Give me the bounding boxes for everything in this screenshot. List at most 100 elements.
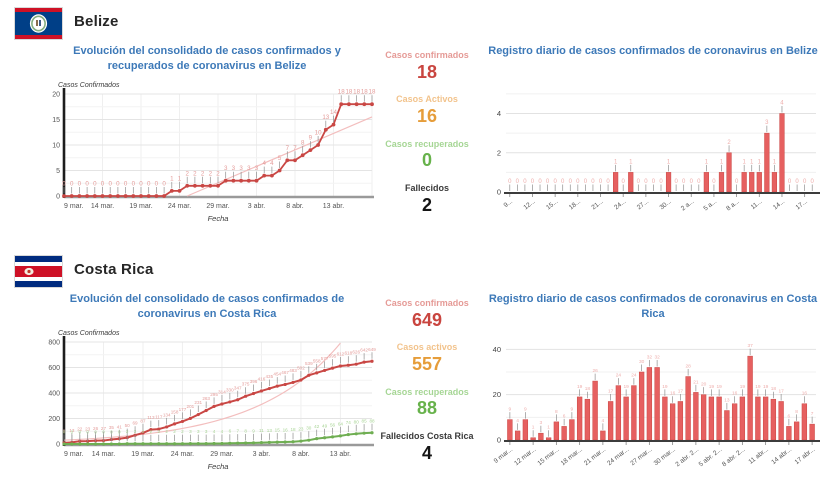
stat-value: 18: [416, 61, 438, 82]
costa-rica-evolution-chart-title: Evolución del consolidado de casos confi…: [69, 293, 345, 320]
svg-text:314: 314: [218, 389, 226, 394]
svg-text:29 mar.: 29 mar.: [206, 203, 229, 210]
svg-text:30 mar...: 30 mar...: [653, 446, 677, 467]
svg-text:0: 0: [101, 181, 105, 188]
svg-text:22: 22: [77, 427, 83, 432]
svg-text:1: 1: [547, 425, 550, 431]
svg-text:37: 37: [747, 343, 753, 349]
svg-text:32: 32: [654, 354, 660, 360]
svg-text:2: 2: [165, 429, 168, 434]
svg-text:2 a...: 2 a...: [680, 198, 696, 213]
svg-text:626: 626: [352, 350, 360, 355]
svg-text:3: 3: [239, 165, 243, 172]
svg-text:11...: 11...: [750, 198, 764, 211]
svg-text:642: 642: [360, 348, 368, 353]
svg-text:56: 56: [330, 422, 336, 427]
svg-text:0: 0: [546, 179, 550, 185]
svg-text:19 mar.: 19 mar.: [129, 203, 152, 210]
svg-text:2: 2: [126, 429, 129, 434]
stat-label: Casos confirmados: [385, 298, 469, 308]
svg-text:19: 19: [740, 384, 746, 390]
svg-text:3 abr.: 3 abr.: [248, 203, 266, 210]
belize-daily-chart-block: Registro diario de casos confirmados de …: [484, 44, 822, 240]
svg-text:4: 4: [213, 429, 216, 434]
svg-text:32: 32: [647, 354, 653, 360]
belize-evolution-chart-block: Evolución del consolidado de casos confi…: [36, 44, 378, 230]
svg-text:3: 3: [232, 165, 236, 172]
svg-text:0: 0: [79, 430, 82, 435]
country-name-costa-rica: Costa Rica: [74, 261, 154, 278]
svg-text:9: 9: [509, 407, 512, 413]
svg-text:17 abr...: 17 abr...: [794, 446, 817, 466]
svg-text:595: 595: [329, 354, 337, 359]
svg-text:0: 0: [110, 430, 113, 435]
svg-text:7: 7: [236, 429, 239, 434]
svg-text:2: 2: [173, 429, 176, 434]
svg-text:13 abr.: 13 abr.: [323, 203, 344, 210]
svg-text:27: 27: [101, 426, 107, 431]
svg-text:539: 539: [305, 361, 313, 366]
svg-text:3 abr.: 3 abr.: [253, 451, 271, 458]
svg-text:612: 612: [337, 351, 345, 356]
stat-label: Casos Activos: [396, 94, 458, 105]
svg-text:502: 502: [297, 365, 305, 370]
svg-text:454: 454: [273, 372, 281, 377]
svg-text:40: 40: [493, 345, 501, 354]
svg-text:113: 113: [147, 415, 155, 420]
svg-text:158: 158: [171, 409, 179, 414]
svg-text:24 mar.: 24 mar.: [168, 203, 191, 210]
belize-evolution-chart-title: Evolución del consolidado de casos confi…: [73, 45, 341, 72]
svg-text:416: 416: [258, 376, 266, 381]
svg-text:1: 1: [750, 159, 754, 165]
stat-casos-activos: Casos Activos 16: [374, 94, 480, 127]
svg-text:0: 0: [93, 181, 97, 188]
svg-text:49: 49: [322, 423, 328, 428]
svg-text:0: 0: [659, 179, 663, 185]
svg-text:1: 1: [178, 175, 182, 182]
svg-text:0: 0: [497, 188, 501, 197]
svg-text:0: 0: [63, 430, 66, 435]
svg-text:1: 1: [614, 159, 618, 165]
svg-text:30...: 30...: [659, 198, 673, 211]
svg-text:2: 2: [201, 170, 205, 177]
svg-text:35: 35: [109, 425, 115, 430]
svg-text:17: 17: [608, 388, 614, 394]
svg-text:2: 2: [727, 140, 731, 146]
svg-text:80: 80: [354, 419, 360, 424]
svg-text:396: 396: [250, 379, 258, 384]
svg-text:15 mar...: 15 mar...: [536, 446, 560, 467]
svg-text:19: 19: [662, 384, 668, 390]
svg-text:3: 3: [247, 165, 251, 172]
stat-value: 557: [411, 354, 443, 375]
svg-text:1: 1: [720, 159, 724, 165]
svg-text:11: 11: [259, 428, 264, 433]
svg-text:1: 1: [170, 175, 174, 182]
svg-text:0: 0: [795, 179, 799, 185]
svg-text:23: 23: [298, 427, 304, 432]
svg-text:3: 3: [197, 429, 200, 434]
svg-text:87: 87: [140, 418, 146, 423]
svg-text:2: 2: [216, 170, 220, 177]
svg-text:3: 3: [224, 165, 228, 172]
svg-text:30: 30: [639, 359, 645, 365]
svg-text:1: 1: [532, 425, 535, 431]
costa-rica-stats-panel: Casos confirmados 649 Casos activos 557 …: [374, 298, 480, 475]
svg-text:Fecha: Fecha: [208, 462, 229, 471]
svg-text:0: 0: [132, 181, 136, 188]
svg-text:0: 0: [118, 430, 121, 435]
svg-text:2: 2: [142, 429, 145, 434]
svg-text:14: 14: [330, 109, 337, 116]
svg-text:0: 0: [56, 194, 60, 201]
svg-text:347: 347: [234, 385, 242, 390]
svg-text:5 a...: 5 a...: [702, 198, 718, 213]
svg-text:2 abr. 2...: 2 abr. 2...: [674, 446, 700, 468]
svg-text:14...: 14...: [772, 198, 786, 211]
svg-text:21: 21: [693, 379, 699, 385]
svg-text:19: 19: [755, 384, 761, 390]
stat-casos-confirmados: Casos confirmados 18: [374, 50, 480, 83]
svg-text:5 abr. 2...: 5 abr. 2...: [698, 446, 724, 468]
svg-text:64: 64: [338, 421, 344, 426]
svg-text:0: 0: [531, 179, 535, 185]
